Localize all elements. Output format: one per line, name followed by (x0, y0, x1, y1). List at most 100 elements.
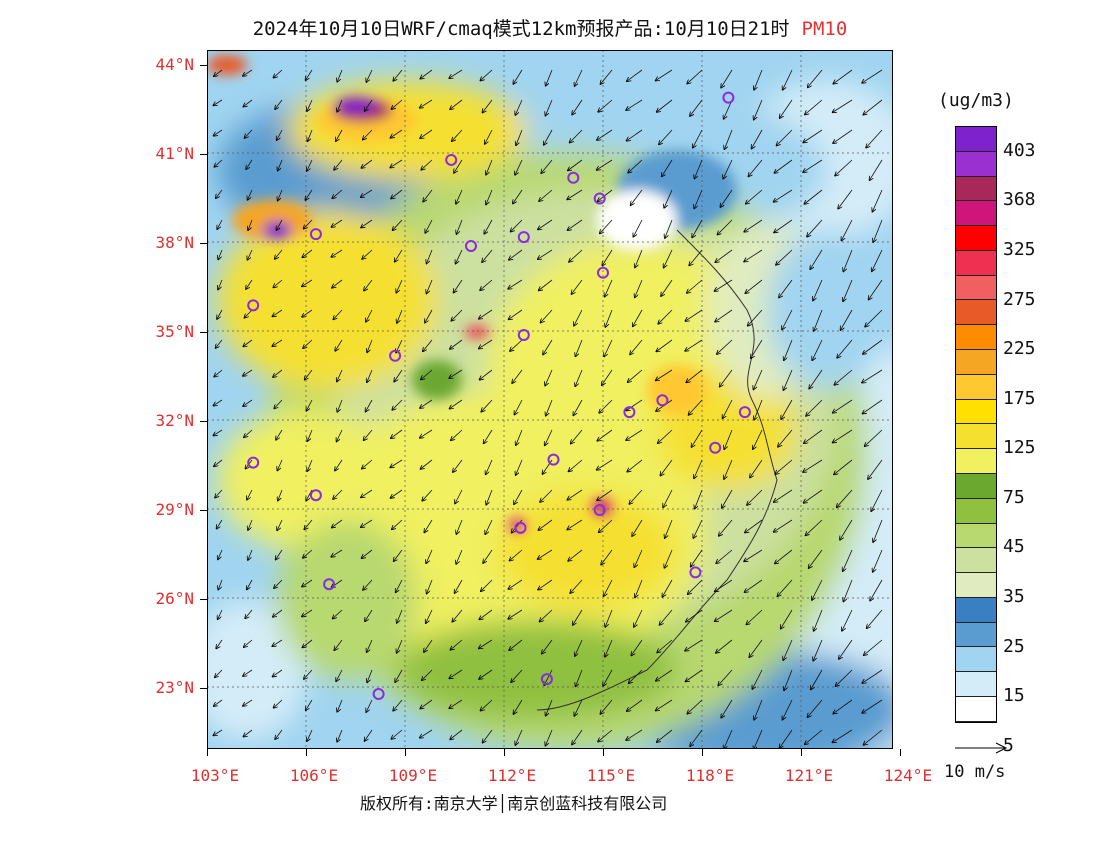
wind-vector (420, 699, 433, 709)
wind-vector (246, 279, 253, 289)
wind-vector (545, 99, 553, 116)
colorbar-label: 368 (1003, 189, 1036, 211)
wind-vector (635, 579, 643, 598)
colorbar-segment (956, 573, 996, 598)
wind-vector (805, 729, 823, 744)
wind-vector (214, 699, 223, 706)
wind-vector (664, 189, 673, 208)
wind-vector (305, 189, 313, 200)
wind-vector (391, 429, 403, 438)
colorbar-segment (956, 176, 996, 202)
wind-vector (745, 519, 763, 533)
wind-vector (545, 369, 553, 386)
wind-vector (571, 279, 583, 294)
wind-vector (243, 729, 253, 737)
wind-vector (660, 609, 673, 625)
wind-vector (333, 309, 343, 319)
monitoring-site-marker (514, 521, 527, 534)
wind-vector (570, 129, 583, 143)
colorbar-segment (956, 226, 996, 251)
colorbar-segment (956, 622, 996, 648)
wind-vector (665, 519, 673, 538)
wind-vector (842, 609, 853, 631)
wind-vector (603, 669, 613, 686)
colorbar-label: 125 (1003, 437, 1036, 459)
wind-vector (213, 729, 223, 736)
wind-vector (302, 579, 313, 587)
monitoring-site-marker (709, 441, 722, 454)
colorbar-segment (956, 672, 996, 697)
wind-vector (781, 399, 793, 419)
wind-vector (806, 399, 823, 416)
wind-vector (218, 249, 223, 260)
wind-vector (245, 609, 253, 618)
wind-vector (276, 219, 283, 230)
wind-vector (334, 159, 343, 170)
monitoring-site-marker (593, 192, 606, 205)
lat-label: 35°N (155, 322, 194, 342)
wind-vector (332, 189, 343, 198)
wind-vector (840, 519, 853, 540)
wind-vector (867, 609, 883, 628)
pm10-map (207, 50, 893, 749)
wind-vector (546, 69, 553, 86)
wind-vector (629, 669, 643, 683)
wind-vector (426, 279, 433, 294)
wind-vector (390, 159, 403, 168)
wind-vector (662, 579, 673, 597)
wind-vector (420, 399, 433, 408)
wind-vector (480, 279, 493, 290)
colorbar-segment (956, 647, 996, 673)
copyright-notice: 版权所有:南京大学│南京创蓝科技有限公司 (360, 794, 668, 813)
wind-vector (870, 579, 883, 601)
wind-vector (752, 669, 763, 689)
wind-vector (782, 699, 793, 720)
wind-vector (598, 729, 613, 742)
colorbar-segment (956, 275, 996, 301)
wind-vector (391, 489, 403, 498)
lon-tick (801, 749, 802, 756)
wind-vector (480, 699, 493, 711)
wind-vector (746, 189, 763, 204)
wind-vector (331, 549, 343, 557)
wind-vector (626, 99, 643, 110)
wind-vector (575, 369, 583, 386)
wind-vector (539, 279, 553, 291)
colorbar-segment (956, 597, 996, 623)
wind-vector (272, 639, 283, 646)
wind-vector (777, 579, 793, 596)
colorbar-label: 45 (1003, 536, 1025, 558)
wind-vector (576, 669, 583, 686)
wind-vector (575, 69, 583, 86)
wind-vector (244, 309, 253, 318)
wind-vector (218, 609, 223, 619)
wind-vector (274, 399, 283, 409)
wind-vector (686, 669, 703, 682)
wind-vector (809, 369, 823, 389)
wind-vector (420, 129, 433, 138)
wind-vector (363, 579, 373, 590)
wind-vector (486, 159, 493, 175)
wind-vector (811, 669, 823, 690)
wind-vector (304, 669, 313, 679)
wind-vector (567, 489, 583, 500)
wind-vector (657, 729, 673, 742)
colorbar-segment (956, 201, 996, 227)
wind-vector (869, 279, 883, 300)
wind-vector (780, 99, 793, 118)
wind-vector (687, 279, 703, 293)
wind-vector (302, 639, 313, 648)
wind-vector (515, 729, 523, 745)
monitoring-sites (247, 91, 751, 701)
wind-vector (273, 609, 283, 617)
wind-vector (724, 129, 733, 149)
wind-vector (450, 639, 463, 650)
wind-vector (631, 639, 643, 656)
wind-vector (391, 729, 403, 739)
wind-vector (516, 129, 523, 145)
wind-vector (538, 519, 553, 530)
wind-vector (425, 219, 433, 233)
wind-vector (337, 699, 343, 712)
wind-vector (483, 549, 493, 563)
colorbar-segment (956, 374, 996, 400)
